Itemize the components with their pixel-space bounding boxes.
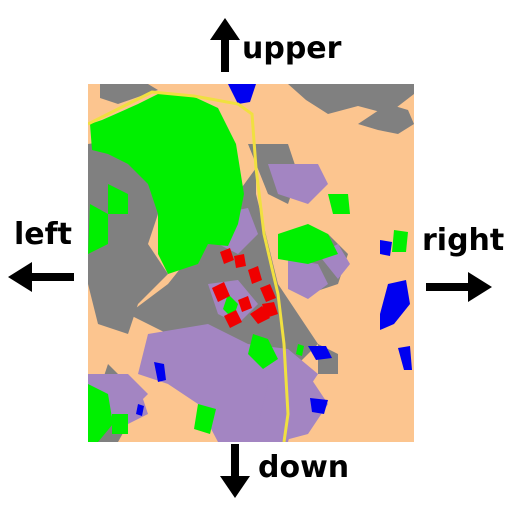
map-water-bodies bbox=[136, 84, 412, 416]
direction-label-upper: upper bbox=[242, 31, 342, 66]
map-roads bbox=[88, 90, 290, 442]
map-vegetation-areas bbox=[88, 94, 408, 442]
arrow-left-icon bbox=[8, 262, 74, 292]
direction-label-right: right bbox=[422, 223, 505, 258]
arrow-down-icon bbox=[220, 444, 250, 498]
arrow-up-icon bbox=[210, 18, 240, 72]
direction-label-down: down bbox=[258, 450, 350, 485]
map-buildings bbox=[212, 248, 278, 328]
direction-label-left: left bbox=[14, 217, 73, 252]
arrow-right-icon bbox=[426, 272, 492, 302]
map-image bbox=[88, 84, 414, 442]
